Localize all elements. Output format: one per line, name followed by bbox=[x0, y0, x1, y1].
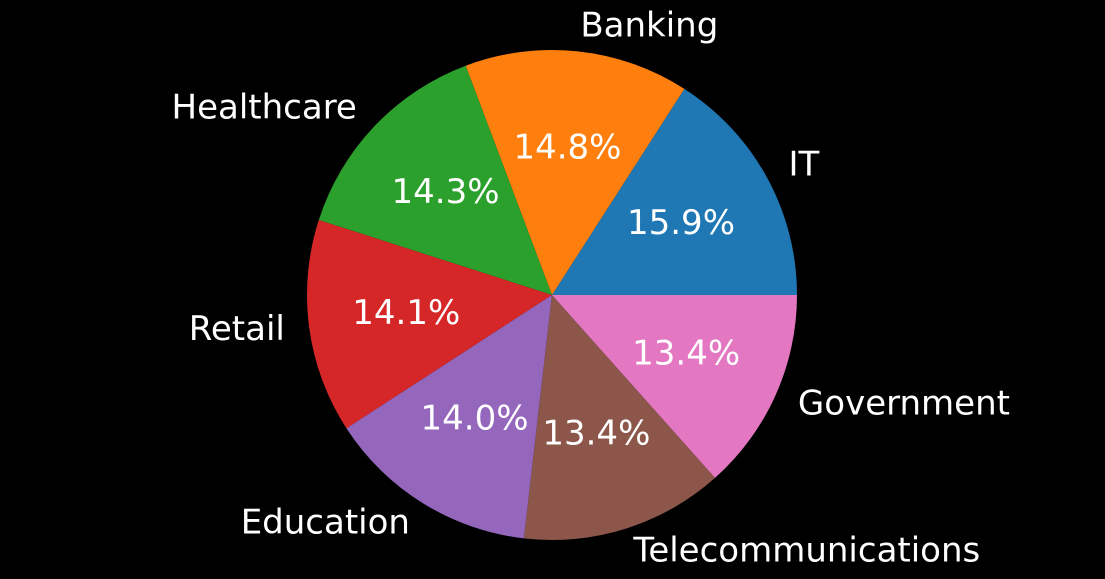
category-label-healthcare: Healthcare bbox=[172, 88, 357, 128]
category-label-retail: Retail bbox=[189, 309, 285, 349]
percent-labels-layer: 15.9%14.8% 14.3% 14.1% 14.0% 13.4% 13.4% bbox=[352, 127, 740, 453]
category-label-it: IT bbox=[789, 144, 820, 184]
percent-label-education: 14.0% bbox=[421, 398, 529, 438]
category-label-banking: Banking bbox=[580, 5, 718, 45]
slices-layer bbox=[307, 49, 797, 540]
percent-label-government: 13.4% bbox=[632, 334, 740, 374]
percent-label-healthcare: 14.3% bbox=[392, 172, 500, 212]
category-label-education: Education bbox=[241, 503, 410, 543]
slice-healthcare bbox=[318, 65, 552, 295]
category-labels-layer: IT Banking Healthcare Retail Education Teleco… bbox=[172, 5, 1010, 570]
slice-banking bbox=[465, 49, 685, 296]
category-label-government: Government bbox=[798, 384, 1010, 424]
percent-label-it: 15.9% bbox=[627, 203, 735, 243]
slice-education bbox=[346, 295, 552, 539]
slice-it bbox=[552, 88, 797, 295]
percent-label-retail: 14.1% bbox=[352, 293, 460, 333]
percent-label-telecommunications: 13.4% bbox=[542, 414, 650, 454]
slice-telecommunications bbox=[523, 295, 716, 540]
slice-retail bbox=[307, 219, 552, 429]
slice-government bbox=[552, 295, 797, 478]
percent-label-banking: 14.8% bbox=[513, 127, 621, 167]
category-label-telecommunications: Telecommunications bbox=[632, 530, 980, 570]
